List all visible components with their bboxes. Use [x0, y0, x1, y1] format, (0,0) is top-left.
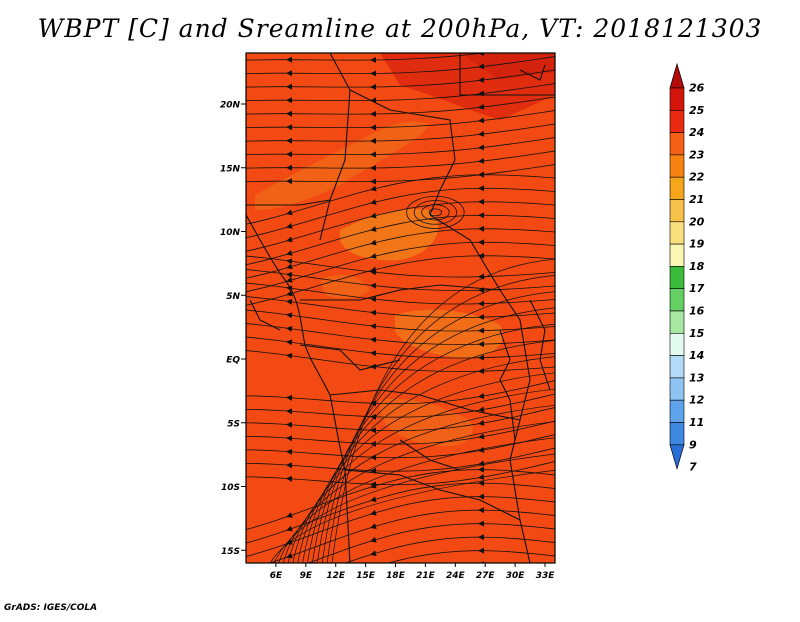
lon-tick-label: 30E [506, 571, 526, 581]
colorbar-label: 21 [689, 193, 704, 206]
longitude-axis: 6E 9E 12E 15E 18E 21E 24E 27E 30E 33E [270, 563, 556, 581]
colorbar-swatch [670, 378, 684, 400]
colorbar-label: 25 [689, 104, 705, 117]
colorbar-swatch [670, 133, 684, 155]
colorbar-label: 22 [689, 171, 705, 184]
latitude-axis: 20N 15N 10N 5N EQ 5S 10S 15S [220, 101, 246, 557]
lon-tick-label: 15E [356, 571, 376, 581]
colorbar-swatch [670, 177, 684, 199]
colorbar-label: 7 [689, 461, 697, 474]
colorbar-label: 12 [689, 394, 705, 407]
colorbar-label: 14 [689, 349, 704, 362]
colorbar-swatch [670, 222, 684, 244]
colorbar-label: 9 [689, 438, 697, 451]
colorbar-swatch [670, 333, 684, 355]
lon-tick-label: 9E [300, 571, 313, 581]
colorbar-swatch [670, 289, 684, 311]
colorbar-label: 24 [689, 126, 704, 139]
colorbar-label: 13 [689, 371, 705, 384]
colorbar-label: 20 [689, 215, 705, 228]
lon-tick-label: 24E [446, 571, 466, 581]
lon-tick-label: 12E [326, 571, 346, 581]
colorbar-label: 15 [689, 327, 705, 340]
lon-tick-label: 21E [416, 571, 436, 581]
lat-tick-label: 20N [220, 101, 241, 111]
lat-tick-label: 15N [220, 164, 241, 174]
lat-tick-label: 5N [226, 292, 240, 302]
colorbar-top-arrow [670, 64, 684, 88]
lon-tick-label: 27E [476, 571, 496, 581]
lat-tick-label: 5S [227, 419, 240, 429]
colorbar-swatch [670, 155, 684, 177]
lat-tick-label: 10S [221, 483, 240, 493]
colorbar-label: 16 [689, 305, 705, 318]
colorbar-bottom-arrow [670, 445, 684, 469]
lat-tick-label: 15S [221, 547, 240, 557]
lon-tick-label: 18E [386, 571, 406, 581]
streamline-arrow [289, 593, 301, 597]
colorbar-label: 19 [689, 238, 705, 251]
colorbar-swatch [670, 200, 684, 222]
colorbar-swatch [670, 110, 684, 132]
colorbar-label: 17 [689, 282, 705, 295]
lon-tick-label: 33E [536, 571, 556, 581]
colorbar-label: 23 [689, 148, 705, 161]
lon-tick-label: 6E [270, 571, 283, 581]
streamline-arrow [289, 566, 301, 570]
colorbar-label: 18 [689, 260, 705, 273]
colorbar-swatch [670, 356, 684, 378]
colorbar-label: 26 [689, 82, 705, 95]
colorbar-label: 11 [689, 416, 704, 429]
colorbar: 26 25 24 23 22 21 20 19 18 17 16 15 14 13 12 11 9 7 [670, 64, 705, 474]
colorbar-swatch [670, 423, 684, 445]
grads-credit: GrADS: IGES/COLA [4, 603, 97, 613]
streamline-arrow [289, 606, 301, 610]
lat-tick-label: EQ [226, 356, 240, 366]
colorbar-swatch [670, 88, 684, 110]
streamline-arrow [373, 564, 385, 568]
lat-tick-label: 10N [220, 228, 241, 238]
colorbar-swatch [670, 400, 684, 422]
colorbar-swatch [670, 311, 684, 333]
colorbar-swatch [670, 266, 684, 288]
colorbar-swatch [670, 244, 684, 266]
